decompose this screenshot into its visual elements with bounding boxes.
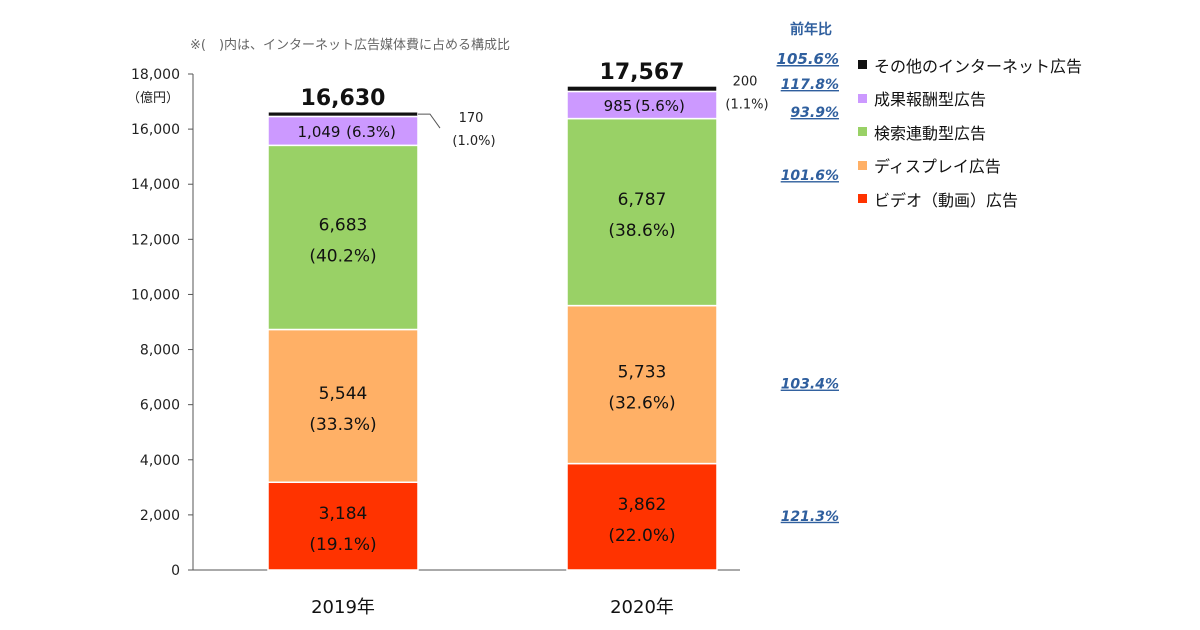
yoy-label: 121.3%: [781, 509, 839, 525]
legend-label: その他のインターネット広告: [874, 56, 1083, 76]
legend-item-video: ビデオ（動画）広告: [858, 182, 1082, 216]
segment-share-label: (5.6%): [635, 97, 685, 115]
legend-item-search: 検索連動型広告: [858, 115, 1082, 149]
yoy-label: 103.4%: [781, 377, 839, 393]
y-axis-unit: （億円）: [127, 91, 180, 106]
other-share-label: (1.1%): [725, 98, 768, 113]
legend-swatch: [858, 160, 867, 170]
segment-value-label: 5,544: [319, 384, 368, 404]
total-label: 17,567: [600, 60, 685, 85]
bar-segment: [566, 85, 718, 93]
segment-share-label: (40.2%): [309, 246, 376, 266]
segment-value-label: 5,733: [618, 363, 667, 383]
other-share-label: (1.0%): [452, 134, 495, 149]
legend-label: ビデオ（動画）広告: [874, 190, 1019, 210]
y-tick-label: 2,000: [140, 508, 180, 524]
y-tick-label: 8,000: [140, 343, 180, 359]
y-tick-label: 12,000: [131, 232, 180, 248]
yoy-label: 93.9%: [790, 105, 839, 121]
legend-swatch: [858, 93, 867, 103]
yoy-total-label: 105.6%: [777, 50, 839, 68]
bar-segment: [267, 481, 419, 571]
total-label: 16,630: [301, 86, 386, 111]
y-tick-label: 18,000: [131, 67, 180, 83]
segment-value-label: 3,862: [618, 495, 667, 515]
legend-swatch: [858, 60, 867, 70]
legend-item-performance: 成果報酬型広告: [858, 82, 1082, 116]
segment-value-label: 3,184: [319, 504, 368, 524]
other-value-label: 200: [733, 75, 758, 90]
y-tick-label: 6,000: [140, 398, 180, 414]
bar-segment: [566, 117, 718, 307]
legend-swatch: [858, 127, 867, 137]
yoy-label: 101.6%: [781, 168, 839, 184]
y-tick-label: 14,000: [131, 177, 180, 193]
bar-segment: [267, 115, 419, 147]
y-tick-label: 16,000: [131, 122, 180, 138]
segment-share-label: (6.3%): [346, 123, 396, 141]
segment-value-label: 6,787: [618, 190, 667, 210]
segment-share-label: (19.1%): [309, 535, 376, 555]
bar-segment: [267, 144, 419, 331]
yoy-header: 前年比: [790, 22, 832, 38]
legend-swatch: [858, 194, 867, 204]
segment-value-label: 985: [604, 97, 633, 115]
chart-note: ※( )内は、インターネット広告媒体費に占める構成比: [190, 38, 511, 53]
legend-label: 検索連動型広告: [874, 123, 987, 143]
segment-share-label: (38.6%): [608, 221, 675, 241]
legend-item-display: ディスプレイ広告: [858, 149, 1082, 183]
segment-share-label: (33.3%): [309, 415, 376, 435]
bar-segment: [566, 462, 718, 571]
leader-line: [418, 113, 441, 129]
segment-share-label: (32.6%): [608, 394, 675, 414]
y-tick-label: 4,000: [140, 453, 180, 469]
legend: その他のインターネット広告 成果報酬型広告 検索連動型広告 ディスプレイ広告 ビ…: [858, 48, 1082, 216]
y-tick-label: 0: [171, 563, 180, 579]
segment-value-label: 6,683: [319, 215, 368, 235]
legend-item-other: その他のインターネット広告: [858, 48, 1082, 82]
bar-segment: [267, 111, 419, 118]
category-label: 2019年: [311, 597, 375, 618]
legend-label: 成果報酬型広告: [874, 90, 987, 110]
segment-value-label: 1,049: [298, 123, 341, 141]
segment-share-label: (22.0%): [608, 526, 675, 546]
category-label: 2020年: [610, 597, 674, 618]
y-tick-label: 10,000: [131, 287, 180, 303]
bar-segment: [566, 304, 718, 465]
yoy-label: 117.8%: [781, 77, 839, 93]
bar-segment: [267, 328, 419, 484]
other-value-label: 170: [459, 111, 484, 126]
legend-label: ディスプレイ広告: [874, 157, 1001, 177]
